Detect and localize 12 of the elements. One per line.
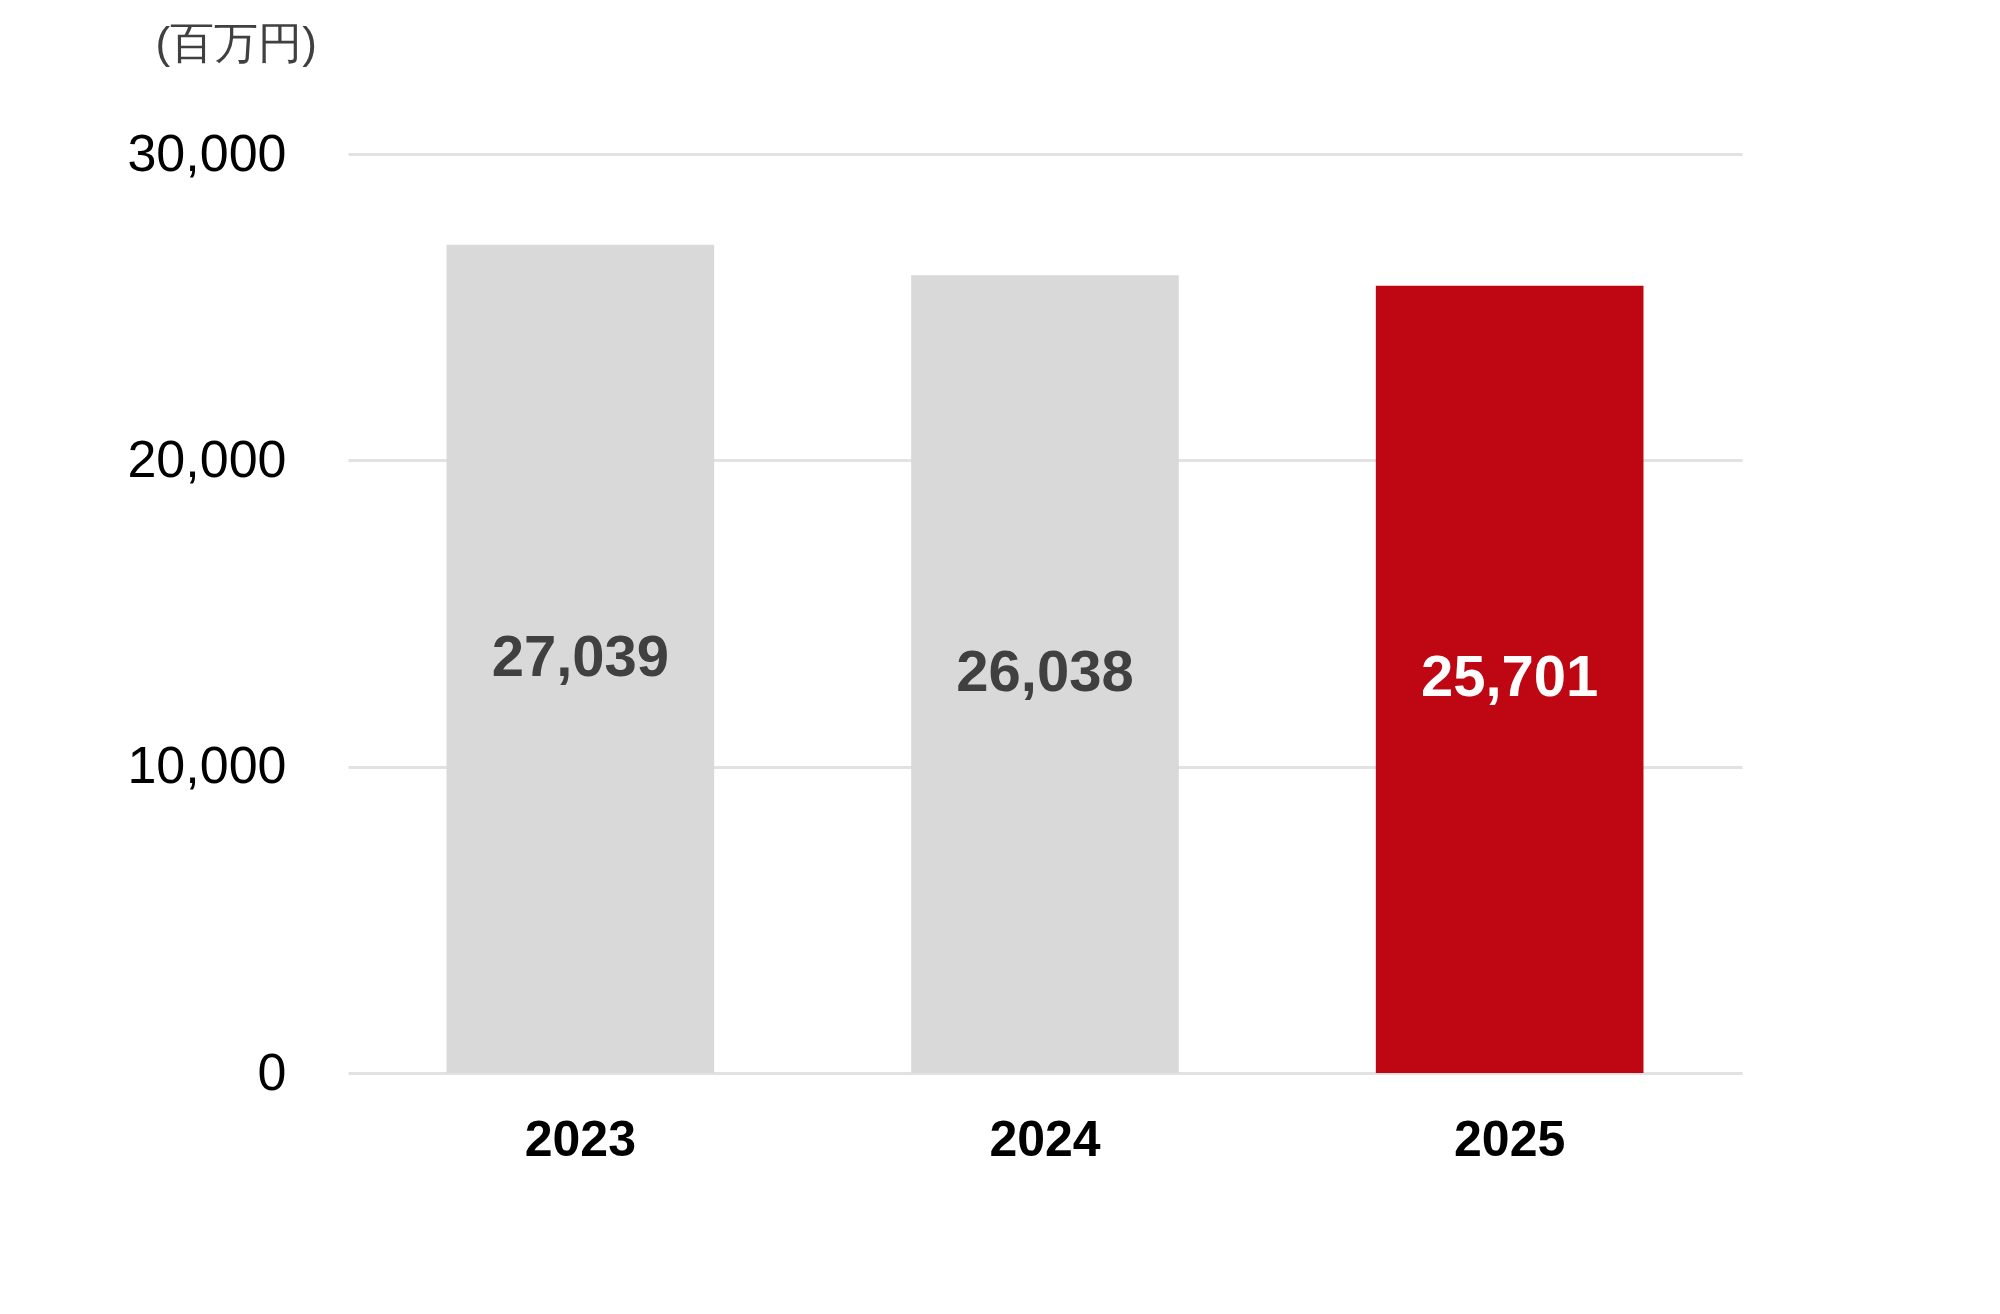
y-tick-label: 10,000 <box>127 736 287 795</box>
x-tick-label: 2025 <box>1454 1110 1566 1167</box>
y-axis-title: (百万円) <box>155 17 317 67</box>
y-tick-label: 20,000 <box>127 429 287 488</box>
x-tick-label: 2023 <box>524 1110 636 1167</box>
x-tick-label: 2024 <box>989 1110 1101 1167</box>
y-tick-label: 30,000 <box>127 123 287 182</box>
y-tick-label: 0 <box>257 1042 287 1101</box>
data-label: 26,038 <box>956 638 1134 704</box>
bar <box>1375 285 1644 1073</box>
data-label: 25,701 <box>1420 643 1599 709</box>
data-label: 27,039 <box>491 622 670 688</box>
